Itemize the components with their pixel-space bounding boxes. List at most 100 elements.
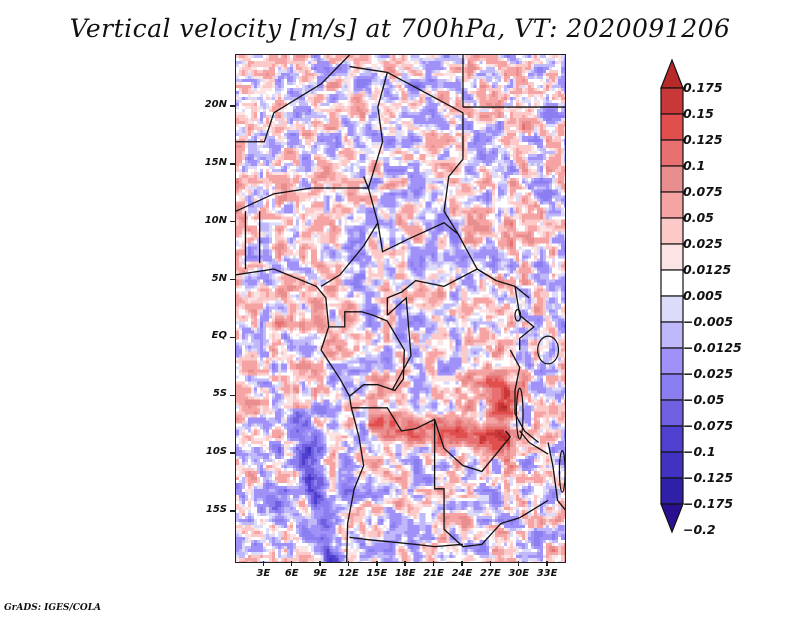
lat-tick-label: 15N [204, 156, 227, 168]
country-border [386, 296, 412, 391]
colorbar-label: −0.0125 [683, 340, 742, 355]
colorbar-segment [660, 295, 684, 323]
lon-tick-label: 27E [479, 568, 501, 579]
colorbar-segment [660, 269, 684, 297]
colorbar-segment [660, 477, 684, 505]
lon-tick-label: 9E [313, 568, 327, 579]
colorbar-segment [660, 165, 684, 193]
lat-tick-mark [230, 452, 235, 454]
colorbar-label: −0.1 [683, 444, 716, 459]
lon-tick-mark [347, 561, 350, 566]
colorbar-label: 0.175 [683, 80, 723, 95]
lon-tick-label: 18E [394, 568, 416, 579]
lat-tick-label: 10S [205, 446, 227, 458]
lon-tick-mark [290, 561, 293, 566]
lon-tick-label: 15E [366, 568, 388, 579]
lon-tick-label: 3E [256, 568, 271, 579]
colorbar-label: 0.005 [683, 288, 723, 303]
colorbar [660, 58, 684, 534]
colorbar-label: −0.2 [683, 522, 716, 537]
lake-outline [558, 450, 565, 493]
colorbar-min-arrow [660, 503, 684, 534]
country-border [236, 55, 350, 143]
lake-outline [514, 308, 522, 322]
colorbar-label: −0.025 [683, 366, 734, 381]
colorbar-label: 0.075 [683, 184, 723, 199]
lat-tick-mark [230, 105, 235, 107]
country-border [328, 311, 405, 397]
lat-tick-mark [230, 510, 235, 512]
country-border [236, 268, 365, 562]
lat-tick-label: 20N [204, 99, 227, 111]
country-border [351, 407, 512, 473]
lon-tick-mark [319, 561, 321, 566]
lon-tick-mark [489, 561, 492, 566]
lon-tick-mark [376, 561, 378, 566]
lon-tick-mark [546, 561, 548, 566]
colorbar-label: −0.005 [683, 314, 734, 329]
lon-tick-mark [461, 561, 463, 566]
colorbar-segment [660, 321, 684, 349]
colorbar-label: 0.15 [683, 106, 714, 121]
grads-credit: GrADS: IGES/COLA [4, 603, 102, 613]
chart-title: Vertical velocity [m/s] at 700hPa, VT: 2… [69, 14, 731, 43]
lon-tick-label: 12E [338, 568, 359, 579]
lat-tick-label: 15S [205, 503, 227, 515]
colorbar-segment [660, 191, 684, 219]
lat-tick-label: EQ [211, 330, 227, 342]
lat-tick-label: 10N [204, 214, 227, 226]
colorbar-label: 0.025 [683, 236, 723, 251]
country-border [387, 71, 464, 235]
colorbar-label: −0.175 [683, 496, 734, 511]
colorbar-segment [660, 139, 684, 167]
lon-tick-label: 21E [423, 568, 444, 579]
lat-tick-mark [230, 220, 235, 223]
map-plot-area [235, 54, 566, 563]
lon-tick-label: 30E [508, 568, 530, 579]
lon-tick-label: 24E [451, 568, 473, 579]
lon-tick-mark [517, 561, 520, 566]
colorbar-label: 0.0125 [683, 262, 732, 277]
lat-tick-label: 5S [212, 388, 227, 400]
colorbar-label: −0.125 [683, 470, 734, 485]
country-border [320, 187, 379, 287]
country-border [547, 442, 565, 511]
lake-outline [515, 387, 524, 440]
colorbar-segment [660, 87, 684, 115]
country-border [386, 268, 497, 316]
country-border [433, 419, 549, 548]
country-border [519, 430, 549, 455]
lat-tick-mark [230, 278, 235, 281]
country-border [377, 221, 530, 299]
velocity-field-map [236, 55, 565, 562]
colorbar-segment [660, 399, 684, 427]
colorbar-label: 0.125 [683, 132, 723, 147]
lon-tick-label: 6E [284, 568, 299, 579]
colorbar-segment [660, 373, 684, 401]
colorbar-label: 0.1 [683, 158, 706, 173]
country-border [514, 286, 535, 350]
lake-outline [537, 335, 560, 365]
lat-tick-mark [230, 394, 235, 396]
country-border [509, 349, 540, 444]
lon-tick-label: 33E [536, 568, 558, 579]
colorbar-label: −0.075 [683, 418, 734, 433]
country-border [236, 187, 369, 212]
country-border [349, 65, 389, 190]
colorbar-label: 0.05 [683, 210, 714, 225]
colorbar-max-arrow [660, 58, 684, 89]
colorbar-segment [660, 243, 684, 271]
lon-tick-mark [262, 561, 265, 566]
colorbar-label: −0.05 [683, 392, 725, 407]
lat-tick-mark [230, 336, 235, 339]
lon-tick-mark [432, 561, 435, 566]
lat-tick-mark [230, 163, 235, 165]
velocity-field-raster [236, 55, 565, 562]
lon-tick-mark [404, 561, 406, 566]
country-border [349, 536, 464, 548]
colorbar-segment [660, 217, 684, 245]
colorbar-segment [660, 451, 684, 479]
colorbar-segment [660, 347, 684, 375]
lat-tick-label: 5N [211, 272, 227, 284]
colorbar-segment [660, 425, 684, 453]
